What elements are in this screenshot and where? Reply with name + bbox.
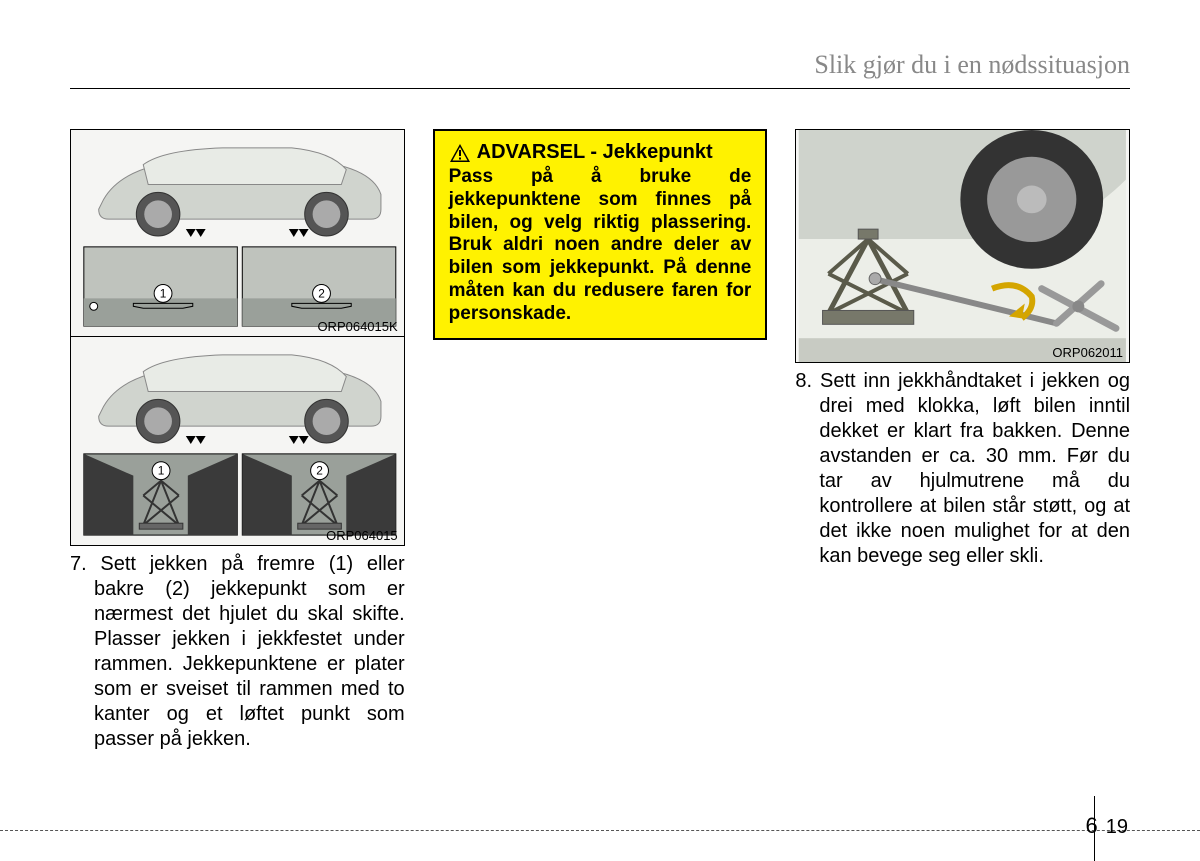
figure-caption: ORP064015K xyxy=(317,319,397,334)
figure-jack-points-bottom: 1 2 ORP064015 xyxy=(70,336,405,546)
page-header: Slik gjør du i en nødssituasjon xyxy=(70,50,1130,89)
svg-text:1: 1 xyxy=(160,286,167,300)
car-jack-diagram-icon: 1 2 xyxy=(71,337,404,545)
warning-title: ADVARSEL - Jekkepunkt xyxy=(477,141,713,164)
figure-jack-operation: ORP062011 xyxy=(795,129,1130,363)
chapter-number: 6 xyxy=(1086,813,1098,839)
column-left: 1 2 ORP064015K xyxy=(70,129,405,752)
step-7-text: 7. Sett jekken på fremre (1) eller bakre… xyxy=(70,552,405,752)
warning-triangle-icon xyxy=(449,143,471,163)
jack-crank-icon xyxy=(796,130,1129,362)
svg-text:2: 2 xyxy=(318,286,325,300)
warning-title-row: ADVARSEL - Jekkepunkt xyxy=(449,141,752,164)
svg-text:2: 2 xyxy=(316,464,323,478)
figure-jack-points-top: 1 2 ORP064015K xyxy=(70,129,405,337)
manual-page: Slik gjør du i en nødssituasjon xyxy=(0,0,1200,861)
car-diagram-icon: 1 2 xyxy=(71,130,404,336)
svg-text:1: 1 xyxy=(158,464,165,478)
figure-caption: ORP062011 xyxy=(1052,345,1123,360)
page-footer: 6 19 xyxy=(1086,813,1129,839)
figure-caption: ORP064015 xyxy=(326,528,398,543)
column-middle: ADVARSEL - Jekkepunkt Pass på å bruke de… xyxy=(433,129,768,752)
content-columns: 1 2 ORP064015K xyxy=(70,129,1130,752)
column-right: ORP062011 8. Sett inn jekkhåndtaket i je… xyxy=(795,129,1130,752)
header-title: Slik gjør du i en nødssituasjon xyxy=(814,50,1130,79)
step-8-text: 8. Sett inn jekkhåndtaket i jekken og dr… xyxy=(795,369,1130,569)
page-number: 19 xyxy=(1106,816,1128,839)
warning-body: Pass på å bruke de jekkepunktene som fin… xyxy=(449,166,752,326)
warning-box: ADVARSEL - Jekkepunkt Pass på å bruke de… xyxy=(433,129,768,340)
